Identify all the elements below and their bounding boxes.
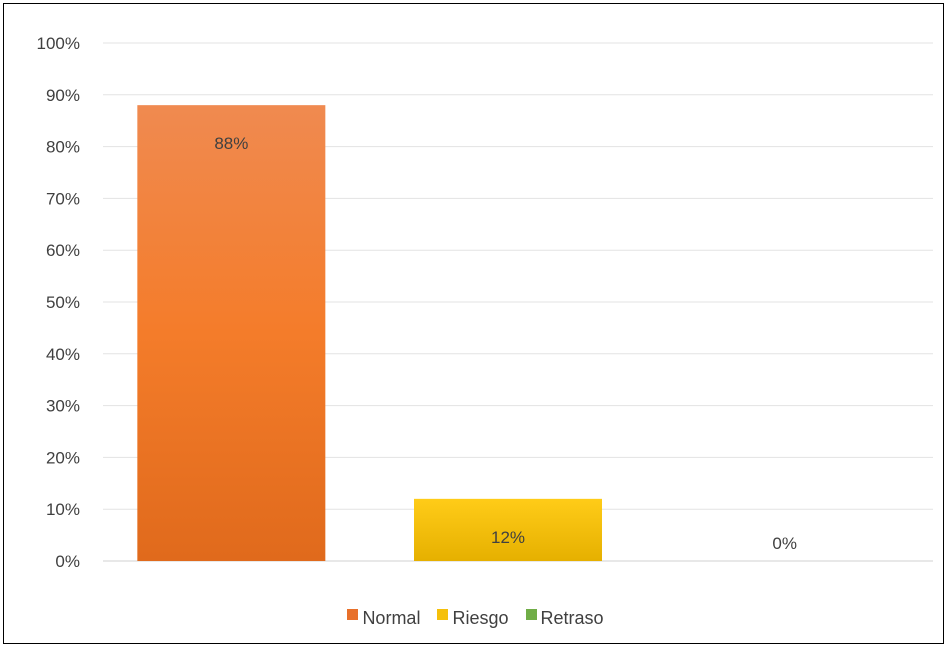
data-label-normal: 88% (214, 134, 248, 153)
y-tick-label: 20% (46, 448, 80, 467)
y-tick-label: 10% (46, 500, 80, 519)
legend-item-retraso: Retraso (525, 608, 604, 629)
legend-swatch-riesgo (437, 609, 449, 620)
legend-swatch-normal (347, 609, 359, 620)
legend: Normal Riesgo Retraso (0, 608, 951, 629)
bars (137, 105, 602, 561)
legend-label-normal: Normal (362, 608, 421, 628)
y-tick-label: 70% (46, 189, 80, 208)
bar-riesgo (414, 498, 602, 561)
y-tick-label: 90% (46, 86, 80, 105)
legend-item-normal: Normal (347, 608, 420, 629)
y-tick-label: 0% (55, 552, 80, 571)
legend-swatch-retraso (525, 609, 537, 620)
y-tick-label: 40% (46, 345, 80, 364)
legend-item-riesgo: Riesgo (437, 608, 509, 629)
y-tick-label: 80% (46, 138, 80, 157)
y-tick-label: 50% (46, 293, 80, 312)
y-tick-label: 30% (46, 397, 80, 416)
legend-label-riesgo: Riesgo (452, 608, 509, 628)
y-tick-label: 60% (46, 241, 80, 260)
y-axis-ticks: 0% 10% 20% 30% 40% 50% 60% 70% 80% 90% 100% (37, 34, 80, 571)
data-label-retraso: 0% (772, 534, 797, 553)
y-tick-label: 100% (37, 34, 80, 53)
legend-label-retraso: Retraso (540, 608, 604, 628)
data-labels: 88% 12% 0% (214, 134, 797, 553)
data-label-riesgo: 12% (491, 528, 525, 547)
bar-normal (137, 105, 326, 561)
